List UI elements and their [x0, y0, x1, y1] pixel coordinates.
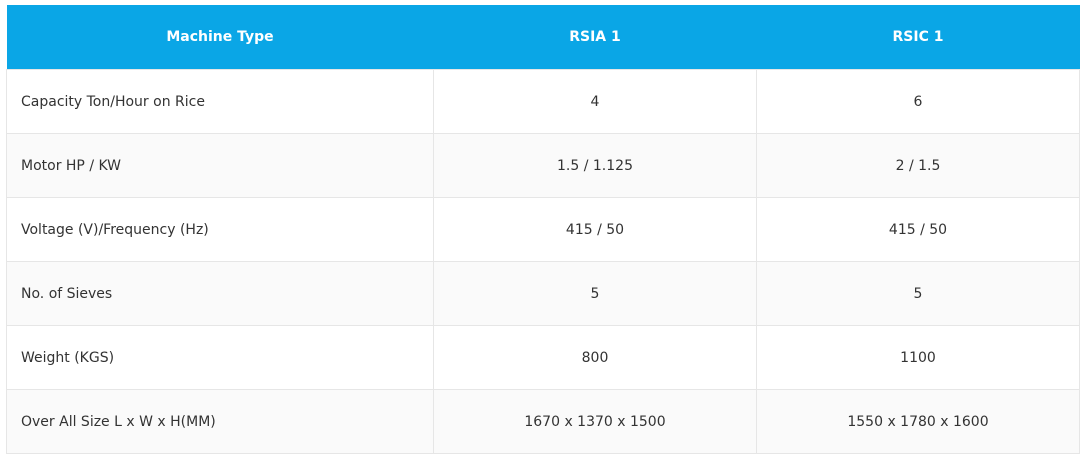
header-cell: RSIC 1 [756, 5, 1080, 70]
page-body: Machine Type RSIA 1 RSIC 1 Capacity Ton/Ho… [6, 5, 1080, 454]
table-cell: 1550 x 1780 x 1600 [756, 389, 1080, 454]
table-cell: Capacity Ton/Hour on Rice [6, 69, 434, 134]
page: {"table": {"header": ["Machine Type", "R… [6, 5, 1080, 454]
table-cell: 6 [756, 69, 1080, 134]
table-cell: 4 [433, 69, 757, 134]
table-row: Over All Size L x W x H(MM) 1670 x 1370 x… [6, 389, 1080, 454]
table-cell: 800 [433, 325, 757, 390]
table-row: Capacity Ton/Hour on Rice 4 6 [6, 69, 1080, 134]
table-cell: 1.5 / 1.125 [433, 133, 757, 198]
table-cell: Weight (KGS) [6, 325, 434, 390]
table-cell: 5 [433, 261, 757, 326]
table-cell: 2 / 1.5 [756, 133, 1080, 198]
table-cell: Voltage (V)/Frequency (Hz) [6, 197, 434, 262]
table-row: Voltage (V)/Frequency (Hz) 415 / 50 415 / … [6, 197, 1080, 262]
table-cell: No. of Sieves [6, 261, 434, 326]
table-cell: 1100 [756, 325, 1080, 390]
table-body: Capacity Ton/Hour on Rice 4 6 Motor HP / KW… [6, 69, 1080, 454]
table-cell: 415 / 50 [756, 197, 1080, 262]
spec-table: Machine Type RSIA 1 RSIC 1 Capacity Ton/Ho… [6, 5, 1080, 454]
header-row: Machine Type RSIA 1 RSIC 1 [6, 5, 1080, 70]
table-row: Weight (KGS) 800 1100 [6, 325, 1080, 390]
table-row: Motor HP / KW 1.5 / 1.125 2 / 1.5 [6, 133, 1080, 198]
table-cell: Over All Size L x W x H(MM) [6, 389, 434, 454]
table-cell: 1670 x 1370 x 1500 [433, 389, 757, 454]
header-cell: Machine Type [6, 5, 434, 70]
table-cell: Motor HP / KW [6, 133, 434, 198]
table-cell: 415 / 50 [433, 197, 757, 262]
table-cell: 5 [756, 261, 1080, 326]
header-cell: RSIA 1 [433, 5, 757, 70]
table-row: No. of Sieves 5 5 [6, 261, 1080, 326]
